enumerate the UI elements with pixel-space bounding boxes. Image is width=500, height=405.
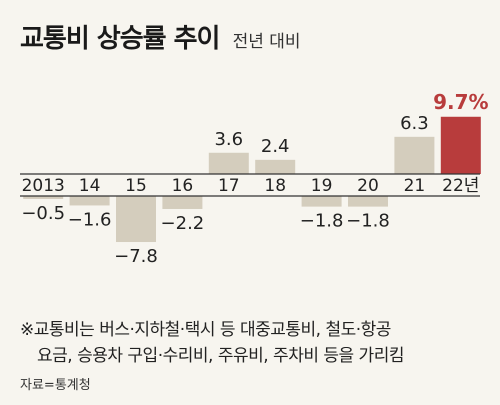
bar-21 [394, 136, 435, 174]
bar-20 [348, 196, 388, 207]
data-label-16: −2.2 [161, 213, 205, 234]
data-label-20: −1.8 [346, 211, 390, 232]
x-tick-label-15: 15 [125, 176, 147, 196]
x-tick-label-14: 14 [79, 176, 101, 196]
x-tick-label-18: 18 [264, 176, 286, 196]
source-label: 자료=통계청 [20, 378, 91, 393]
data-label-18: 2.4 [261, 136, 290, 157]
bar-14 [69, 196, 110, 206]
bar-2013 [23, 196, 64, 199]
x-tick-label-21: 21 [404, 176, 426, 196]
bar-22년 [440, 116, 481, 174]
chart-subtitle: 전년 대비 [232, 32, 301, 52]
data-label-2013: −0.5 [21, 203, 65, 224]
x-tick-label-2013: 2013 [22, 176, 65, 196]
chart-title: 교통비 상승률 추이 [20, 24, 220, 54]
bar-16 [162, 196, 203, 209]
x-tick-label-20: 20 [357, 176, 379, 196]
bar-17 [208, 152, 249, 174]
x-tick-label-19: 19 [311, 176, 333, 196]
x-tick-label-16: 16 [172, 176, 194, 196]
title-row: 교통비 상승률 추이 전년 대비 [20, 18, 301, 55]
data-label-21: 6.3 [400, 113, 429, 134]
x-tick-label-22년: 22년 [442, 176, 479, 196]
bar-chart: −0.5 2013−1.6 14 −7.8 15 −2.2 16 3.6 17 2.4 18 −1.8… [20, 90, 489, 267]
bar-19 [301, 196, 342, 207]
data-label-22년: 9.7% [433, 90, 488, 114]
data-label-14: −1.6 [68, 209, 112, 230]
data-label-17: 3.6 [214, 129, 243, 150]
x-tick-label-17: 17 [218, 176, 240, 196]
data-label-19: −1.8 [300, 211, 344, 232]
footnote-line-1: ※교통비는 버스·지하철·택시 등 대중교통비, 철도·항공 [20, 320, 391, 340]
bar-15 [116, 196, 156, 243]
footnote-line-2: 요금, 승용차 구입·수리비, 주유비, 주차비 등을 가리킴 [37, 346, 404, 366]
bar-18 [255, 159, 296, 174]
data-label-15: −7.8 [114, 246, 158, 267]
